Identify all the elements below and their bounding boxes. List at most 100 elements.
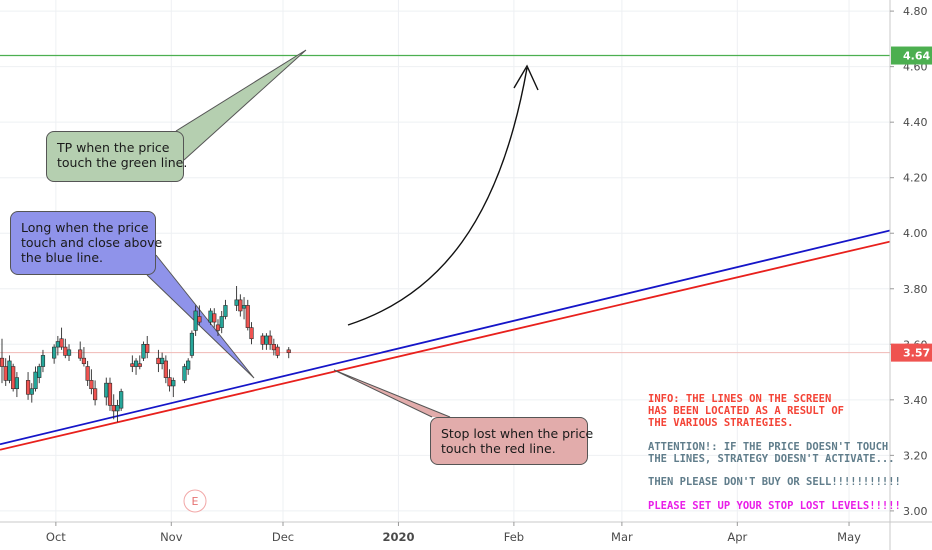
- candle-body: [11, 366, 16, 390]
- candle-body: [193, 310, 198, 331]
- candle-body: [223, 305, 228, 317]
- candle-body: [81, 357, 87, 365]
- candle-body: [85, 366, 90, 381]
- candle-body: [29, 388, 34, 395]
- y-tick-label: 4.20: [903, 172, 928, 185]
- info-text: INFO: THE LINES ON THE SCREEN HAS BEEN L…: [648, 393, 844, 429]
- candle-body: [119, 391, 124, 409]
- candle-body: [238, 299, 243, 312]
- candle-body: [111, 405, 116, 412]
- candle-body: [156, 357, 161, 365]
- tp-note-pointer: [175, 49, 307, 161]
- y-tick-label: 3.80: [903, 283, 928, 296]
- candle-body: [215, 324, 221, 331]
- candle-body: [33, 371, 38, 390]
- candle-body: [241, 305, 247, 309]
- red-trend-line: [0, 240, 891, 451]
- candle-body: [7, 360, 12, 381]
- candle-body: [249, 327, 254, 340]
- candle-body: [130, 363, 135, 367]
- candle-body: [189, 332, 195, 356]
- candle-body: [167, 377, 172, 387]
- candle-body: [89, 380, 94, 390]
- candle-body: [197, 316, 202, 323]
- candle-body: [55, 341, 60, 348]
- candle-body: [25, 380, 31, 395]
- stop-note-pointer: [333, 369, 451, 418]
- candle-body: [107, 382, 113, 406]
- x-tick-label: Dec: [272, 530, 294, 544]
- price-label-text: 3.57: [903, 347, 930, 360]
- y-tick-label: 4.40: [903, 116, 928, 129]
- x-tick-label: Oct: [46, 530, 66, 544]
- x-tick-label: Mar: [611, 530, 633, 544]
- candle-body: [208, 310, 213, 323]
- candle-body: [219, 316, 224, 328]
- stop-note[interactable]: Stop lost when the price touch the red l…: [430, 417, 593, 465]
- candle-body: [145, 343, 150, 353]
- trend-lines: [0, 229, 891, 451]
- candle-body: [271, 343, 276, 351]
- x-tick-label: May: [837, 530, 861, 544]
- y-tick-label: 4.80: [903, 5, 928, 18]
- event-marker[interactable]: E: [183, 489, 207, 513]
- candle-body: [40, 355, 46, 367]
- candle-body: [171, 380, 176, 387]
- price-label-badge: [891, 343, 932, 362]
- x-tick-label: Nov: [160, 530, 183, 544]
- candle-body: [0, 357, 5, 367]
- price-label-text: 4.64: [903, 50, 930, 63]
- candle-body: [186, 360, 191, 370]
- candle-body: [160, 357, 165, 365]
- up-arrow-curve: [347, 67, 528, 326]
- candle-body: [163, 360, 168, 378]
- candle-body: [133, 360, 139, 367]
- y-tick-label: 4.00: [903, 227, 928, 240]
- y-tick-label: 3.40: [903, 394, 928, 407]
- candle-body: [182, 366, 187, 381]
- y-tick-label: 3.20: [903, 449, 928, 462]
- candle-body: [264, 335, 269, 345]
- candlestick-series: [0, 285, 291, 423]
- candle-body: [3, 366, 8, 381]
- stop-levels-text: PLEASE SET UP YOUR STOP LOST LEVELS!!!!!: [648, 500, 901, 512]
- blue-trend-line: [0, 229, 891, 446]
- candle-body: [63, 346, 68, 356]
- x-tick-label: Feb: [504, 530, 524, 544]
- candle-body: [78, 349, 83, 359]
- candle-body: [14, 377, 19, 390]
- price-label-badge: [891, 46, 932, 65]
- candle-body: [115, 405, 120, 412]
- price-axis[interactable]: 4.804.604.404.204.003.803.603.403.203.00: [890, 5, 928, 518]
- long-note-text: Long when the price touch and close abov…: [21, 220, 163, 265]
- candle-body: [66, 349, 72, 356]
- candle-body: [92, 388, 98, 401]
- dont-trade-text: THEN PLEASE DON'T BUY OR SELL!!!!!!!!!!!: [648, 476, 901, 488]
- candle-body: [245, 305, 250, 328]
- candle-body: [52, 346, 57, 359]
- time-axis[interactable]: Oct Nov Dec 2020 Feb Mar Apr May: [46, 522, 861, 544]
- candle-body: [104, 382, 109, 398]
- candle-body: [286, 349, 291, 353]
- candle-body: [141, 343, 146, 359]
- candle-body: [268, 335, 273, 345]
- price-labels: 4.64 3.57: [891, 46, 932, 362]
- tp-note[interactable]: TP when the price touch the green line.: [46, 131, 188, 182]
- y-tick-label: 3.00: [903, 505, 928, 518]
- candle-body: [275, 346, 280, 356]
- attention-text: ATTENTION!: IF THE PRICE DOESN'T TOUCH T…: [648, 441, 895, 465]
- long-note[interactable]: Long when the price touch and close abov…: [10, 211, 162, 275]
- candle-body: [234, 299, 239, 306]
- candle-body: [37, 366, 42, 378]
- x-tick-label: 2020: [382, 530, 414, 544]
- candle-body: [137, 363, 142, 367]
- event-marker-label: E: [192, 495, 199, 508]
- x-tick-label: Apr: [727, 530, 747, 544]
- candle-body: [260, 335, 265, 345]
- tp-note-text: TP when the price touch the green line.: [57, 140, 188, 170]
- candle-body: [212, 313, 217, 323]
- candle-body: [59, 338, 64, 348]
- stop-note-text: Stop lost when the price touch the red l…: [441, 426, 594, 456]
- arrow-head-icon: [513, 64, 539, 91]
